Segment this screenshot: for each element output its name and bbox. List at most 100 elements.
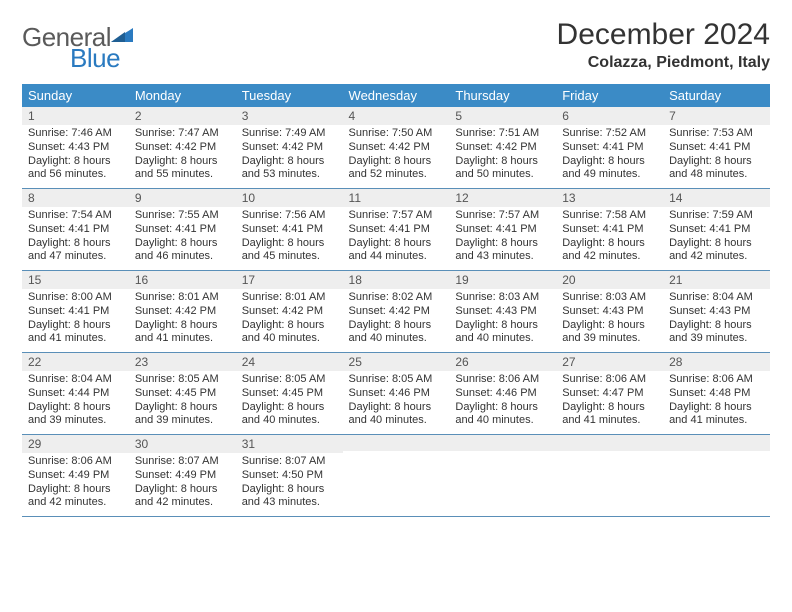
day-number: 17: [236, 271, 343, 289]
day-number: 26: [449, 353, 556, 371]
day-body: Sunrise: 7:49 AMSunset: 4:42 PMDaylight:…: [236, 125, 343, 188]
day-body: Sunrise: 7:55 AMSunset: 4:41 PMDaylight:…: [129, 207, 236, 270]
sunrise-text: Sunrise: 8:02 AM: [349, 291, 444, 305]
sunset-text: Sunset: 4:41 PM: [455, 223, 550, 237]
day-number: 4: [343, 107, 450, 125]
sunset-text: Sunset: 4:41 PM: [28, 305, 123, 319]
sunset-text: Sunset: 4:49 PM: [28, 469, 123, 483]
daylight-line1: Daylight: 8 hours: [135, 319, 230, 333]
day-number: 10: [236, 189, 343, 207]
sunrise-text: Sunrise: 8:06 AM: [455, 373, 550, 387]
day-number: 18: [343, 271, 450, 289]
day-body: Sunrise: 8:06 AMSunset: 4:48 PMDaylight:…: [663, 371, 770, 434]
daylight-line1: Daylight: 8 hours: [349, 319, 444, 333]
daylight-line2: and 42 minutes.: [669, 250, 764, 264]
day-body: [663, 451, 770, 509]
daylight-line2: and 43 minutes.: [242, 496, 337, 510]
day-number: 11: [343, 189, 450, 207]
day-body: Sunrise: 7:57 AMSunset: 4:41 PMDaylight:…: [449, 207, 556, 270]
sunset-text: Sunset: 4:42 PM: [349, 141, 444, 155]
day-number: 15: [22, 271, 129, 289]
day-body: Sunrise: 8:03 AMSunset: 4:43 PMDaylight:…: [556, 289, 663, 352]
day-number: 25: [343, 353, 450, 371]
sunset-text: Sunset: 4:48 PM: [669, 387, 764, 401]
daylight-line1: Daylight: 8 hours: [242, 483, 337, 497]
daylight-line2: and 39 minutes.: [669, 332, 764, 346]
daylight-line1: Daylight: 8 hours: [669, 401, 764, 415]
calendar-cell: 20Sunrise: 8:03 AMSunset: 4:43 PMDayligh…: [556, 271, 663, 353]
day-number: 16: [129, 271, 236, 289]
daylight-line2: and 40 minutes.: [242, 414, 337, 428]
day-number: 8: [22, 189, 129, 207]
day-number: [556, 435, 663, 451]
day-number: 31: [236, 435, 343, 453]
title-block: December 2024 Colazza, Piedmont, Italy: [557, 18, 770, 72]
calendar-cell: 27Sunrise: 8:06 AMSunset: 4:47 PMDayligh…: [556, 353, 663, 435]
calendar-cell: 19Sunrise: 8:03 AMSunset: 4:43 PMDayligh…: [449, 271, 556, 353]
sunrise-text: Sunrise: 7:57 AM: [349, 209, 444, 223]
daylight-line1: Daylight: 8 hours: [455, 155, 550, 169]
calendar-cell: 31Sunrise: 8:07 AMSunset: 4:50 PMDayligh…: [236, 435, 343, 517]
day-body: Sunrise: 7:54 AMSunset: 4:41 PMDaylight:…: [22, 207, 129, 270]
calendar-cell: 1Sunrise: 7:46 AMSunset: 4:43 PMDaylight…: [22, 107, 129, 189]
sunset-text: Sunset: 4:45 PM: [242, 387, 337, 401]
day-body: Sunrise: 8:01 AMSunset: 4:42 PMDaylight:…: [236, 289, 343, 352]
daylight-line1: Daylight: 8 hours: [562, 155, 657, 169]
day-body: Sunrise: 8:06 AMSunset: 4:47 PMDaylight:…: [556, 371, 663, 434]
day-number: 27: [556, 353, 663, 371]
day-header: Saturday: [663, 84, 770, 107]
calendar-cell: 17Sunrise: 8:01 AMSunset: 4:42 PMDayligh…: [236, 271, 343, 353]
day-header: Monday: [129, 84, 236, 107]
header: General Blue December 2024 Colazza, Pied…: [22, 18, 770, 78]
day-number: 14: [663, 189, 770, 207]
daylight-line2: and 55 minutes.: [135, 168, 230, 182]
daylight-line2: and 53 minutes.: [242, 168, 337, 182]
day-number: 24: [236, 353, 343, 371]
sunrise-text: Sunrise: 8:05 AM: [242, 373, 337, 387]
daylight-line1: Daylight: 8 hours: [242, 401, 337, 415]
sunset-text: Sunset: 4:43 PM: [562, 305, 657, 319]
day-body: Sunrise: 7:47 AMSunset: 4:42 PMDaylight:…: [129, 125, 236, 188]
sunrise-text: Sunrise: 7:47 AM: [135, 127, 230, 141]
daylight-line2: and 49 minutes.: [562, 168, 657, 182]
sunset-text: Sunset: 4:46 PM: [349, 387, 444, 401]
day-number: 21: [663, 271, 770, 289]
sunset-text: Sunset: 4:42 PM: [242, 305, 337, 319]
calendar-cell: 8Sunrise: 7:54 AMSunset: 4:41 PMDaylight…: [22, 189, 129, 271]
sunset-text: Sunset: 4:41 PM: [349, 223, 444, 237]
daylight-line2: and 40 minutes.: [349, 332, 444, 346]
day-body: Sunrise: 8:00 AMSunset: 4:41 PMDaylight:…: [22, 289, 129, 352]
sunset-text: Sunset: 4:42 PM: [349, 305, 444, 319]
day-number: 12: [449, 189, 556, 207]
location: Colazza, Piedmont, Italy: [557, 54, 770, 72]
calendar-cell: 5Sunrise: 7:51 AMSunset: 4:42 PMDaylight…: [449, 107, 556, 189]
sunset-text: Sunset: 4:41 PM: [562, 223, 657, 237]
daylight-line2: and 41 minutes.: [135, 332, 230, 346]
daylight-line1: Daylight: 8 hours: [562, 319, 657, 333]
calendar-cell: 26Sunrise: 8:06 AMSunset: 4:46 PMDayligh…: [449, 353, 556, 435]
sunrise-text: Sunrise: 8:07 AM: [242, 455, 337, 469]
sunrise-text: Sunrise: 8:06 AM: [562, 373, 657, 387]
daylight-line1: Daylight: 8 hours: [669, 237, 764, 251]
sunset-text: Sunset: 4:41 PM: [669, 223, 764, 237]
daylight-line1: Daylight: 8 hours: [349, 155, 444, 169]
sunset-text: Sunset: 4:44 PM: [28, 387, 123, 401]
day-number: [663, 435, 770, 451]
day-body: Sunrise: 8:03 AMSunset: 4:43 PMDaylight:…: [449, 289, 556, 352]
calendar-cell: 29Sunrise: 8:06 AMSunset: 4:49 PMDayligh…: [22, 435, 129, 517]
calendar-cell: 23Sunrise: 8:05 AMSunset: 4:45 PMDayligh…: [129, 353, 236, 435]
calendar-cell: 13Sunrise: 7:58 AMSunset: 4:41 PMDayligh…: [556, 189, 663, 271]
daylight-line2: and 56 minutes.: [28, 168, 123, 182]
sunset-text: Sunset: 4:43 PM: [669, 305, 764, 319]
daylight-line1: Daylight: 8 hours: [242, 237, 337, 251]
daylight-line1: Daylight: 8 hours: [28, 401, 123, 415]
calendar-row: 29Sunrise: 8:06 AMSunset: 4:49 PMDayligh…: [22, 435, 770, 517]
sunrise-text: Sunrise: 7:58 AM: [562, 209, 657, 223]
daylight-line2: and 39 minutes.: [28, 414, 123, 428]
day-number: 5: [449, 107, 556, 125]
logo-word2: Blue: [70, 43, 120, 73]
calendar-cell: 11Sunrise: 7:57 AMSunset: 4:41 PMDayligh…: [343, 189, 450, 271]
daylight-line1: Daylight: 8 hours: [669, 319, 764, 333]
calendar-cell: [449, 435, 556, 517]
sunset-text: Sunset: 4:41 PM: [135, 223, 230, 237]
